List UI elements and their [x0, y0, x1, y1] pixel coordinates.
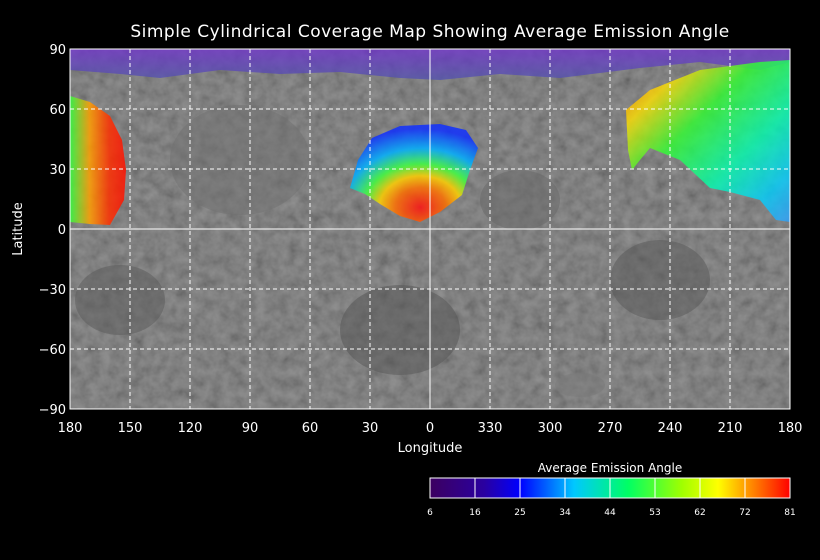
x-tick-label: 240 [658, 421, 683, 436]
colorbar-tick-label: 62 [694, 508, 705, 518]
y-tick-label: 90 [49, 43, 66, 58]
longitude-ticks: 180 150 120 90 60 30 0 330 300 270 240 210 180 [58, 421, 803, 436]
y-tick-label: −60 [39, 343, 66, 358]
x-axis-label: Longitude [398, 441, 463, 456]
colorbar-ticks: 6 16 25 34 44 53 62 72 81 [427, 478, 796, 518]
x-tick-label: 180 [58, 421, 83, 436]
map-frame [69, 48, 791, 410]
colorbar-tick-label: 34 [559, 508, 571, 518]
colorbar-tick-label: 25 [514, 508, 525, 518]
x-tick-label: 270 [598, 421, 623, 436]
colorbar-tick-label: 6 [427, 508, 433, 518]
colorbar-tick-label: 53 [649, 508, 660, 518]
colorbar-title: Average Emission Angle [537, 461, 683, 475]
x-tick-label: 90 [242, 421, 259, 436]
coverage-left [70, 96, 126, 225]
grid-lines [70, 49, 790, 409]
coverage-right [626, 60, 790, 222]
x-tick-label: 210 [718, 421, 743, 436]
y-tick-label: 30 [49, 163, 66, 178]
y-axis-label: Latitude [11, 202, 26, 256]
x-tick-label: 120 [178, 421, 203, 436]
x-tick-label: 300 [538, 421, 563, 436]
x-tick-label: 60 [302, 421, 319, 436]
coverage-center [350, 124, 478, 222]
y-tick-label: 60 [49, 103, 66, 118]
colorbar-tick-label: 16 [469, 508, 481, 518]
colorbar-tick-label: 72 [739, 508, 750, 518]
x-tick-label: 180 [778, 421, 803, 436]
y-tick-label: −30 [39, 283, 66, 298]
y-tick-label: −90 [39, 403, 66, 418]
x-tick-label: 0 [426, 421, 434, 436]
y-tick-label: 0 [58, 223, 66, 238]
colorbar-tick-label: 81 [784, 508, 795, 518]
colorbar-tick-label: 44 [604, 508, 616, 518]
map-title: Simple Cylindrical Coverage Map Showing … [130, 22, 730, 42]
x-tick-label: 30 [362, 421, 379, 436]
x-tick-label: 150 [118, 421, 143, 436]
x-tick-label: 330 [478, 421, 503, 436]
latitude-ticks: 90 60 30 0 −30 −60 −90 [39, 43, 66, 418]
